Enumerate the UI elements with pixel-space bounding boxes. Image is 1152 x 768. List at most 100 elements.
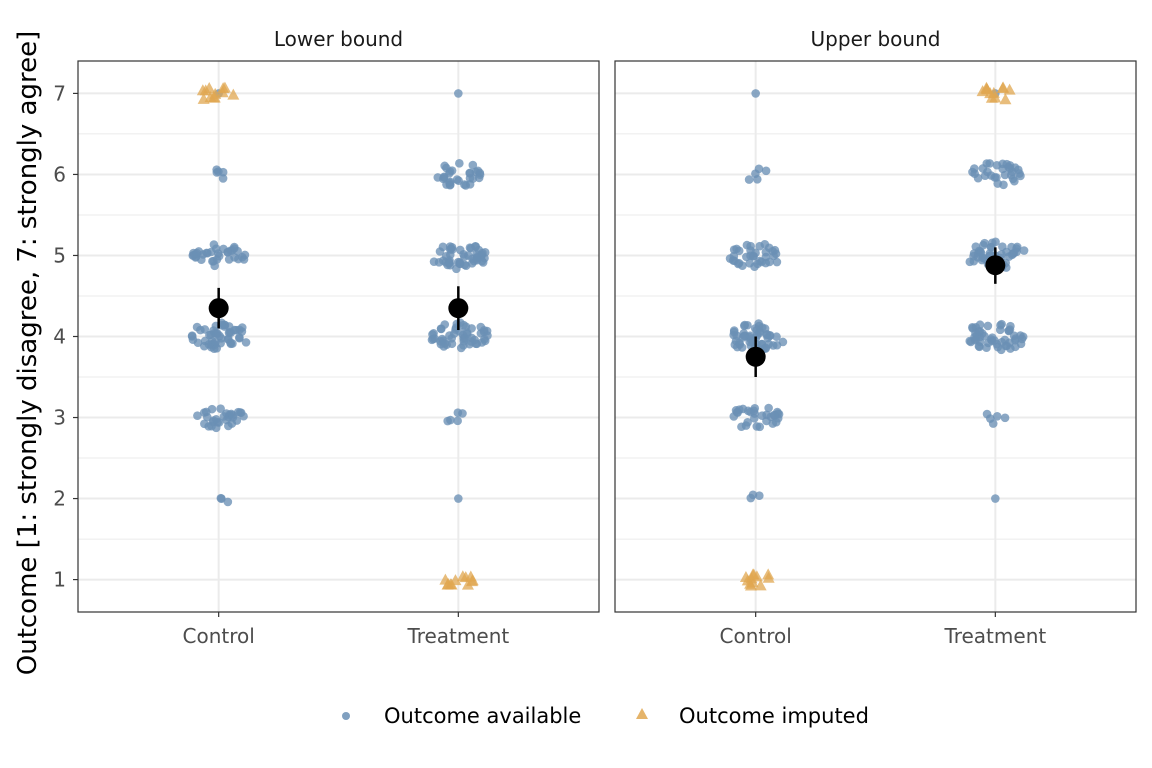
point-imputed	[744, 579, 757, 591]
point-available	[1000, 413, 1010, 423]
point-available	[738, 333, 748, 342]
point-available	[1015, 169, 1024, 178]
group-control	[725, 89, 788, 591]
point-available	[454, 494, 463, 503]
point-available	[755, 491, 764, 501]
point-available	[217, 494, 226, 503]
y-axis-title: Outcome [1: strongly disagree, 7: strong…	[13, 31, 43, 676]
point-available	[738, 261, 747, 270]
point-available	[222, 415, 231, 425]
point-available	[740, 321, 749, 331]
point-available	[982, 159, 992, 168]
point-available	[993, 342, 1003, 352]
point-available	[764, 243, 774, 253]
point-available	[968, 167, 977, 177]
point-available	[755, 422, 765, 432]
point-available	[965, 257, 975, 267]
point-available	[188, 335, 198, 344]
point-available	[734, 246, 744, 256]
point-available	[1011, 334, 1020, 343]
point-imputed	[196, 84, 209, 96]
point-imputed	[754, 579, 767, 591]
point-available	[211, 337, 220, 347]
point-available	[453, 416, 462, 426]
point-available	[755, 256, 764, 266]
point-imputed	[227, 88, 240, 100]
point-available	[982, 343, 991, 352]
mean-point	[208, 298, 229, 319]
point-available	[729, 327, 739, 337]
point-available	[218, 174, 228, 183]
point-available	[468, 160, 478, 170]
x-tick-label: Treatment	[943, 624, 1046, 648]
legend-label-outcome-imputed: Outcome imputed	[679, 704, 869, 728]
point-available	[466, 337, 476, 346]
point-available	[452, 175, 462, 184]
point-available	[772, 332, 781, 342]
point-imputed	[464, 570, 477, 582]
point-available	[455, 259, 464, 269]
point-imputed	[1003, 83, 1016, 95]
point-available	[199, 341, 209, 351]
point-available	[1000, 170, 1010, 180]
point-available	[203, 248, 212, 258]
point-available	[447, 243, 457, 252]
point-available	[436, 324, 446, 333]
point-available	[223, 247, 233, 257]
point-available	[971, 242, 981, 251]
point-available	[224, 334, 233, 344]
point-available	[458, 409, 467, 418]
point-available	[440, 161, 449, 171]
group-treatment	[965, 81, 1029, 503]
point-available	[214, 251, 224, 261]
point-available	[241, 338, 251, 347]
point-imputed	[997, 81, 1010, 93]
panel-border	[614, 60, 1137, 613]
point-available	[196, 325, 205, 335]
point-available	[991, 494, 1000, 503]
group-control	[187, 81, 251, 507]
point-available	[763, 333, 773, 343]
point-available	[983, 321, 993, 331]
point-available	[216, 404, 225, 413]
point-available	[770, 411, 780, 420]
legend-label-outcome-available: Outcome available	[384, 704, 581, 728]
point-available	[749, 413, 759, 423]
point-available	[472, 253, 482, 263]
point-imputed	[747, 568, 760, 580]
point-available	[751, 169, 760, 178]
point-available	[729, 251, 739, 261]
point-available	[970, 332, 979, 342]
point-available	[218, 167, 228, 177]
point-available	[730, 340, 740, 350]
point-available	[228, 410, 237, 420]
mean-point	[745, 346, 766, 367]
point-available	[761, 166, 771, 176]
point-available	[760, 324, 770, 333]
point-available	[1019, 246, 1029, 255]
point-available	[983, 167, 992, 177]
point-imputed	[976, 85, 989, 97]
point-available	[745, 259, 754, 268]
point-available	[439, 342, 449, 351]
point-available	[468, 174, 478, 183]
point-available	[439, 172, 449, 182]
point-available	[1012, 242, 1022, 252]
point-available	[732, 407, 742, 417]
point-available	[223, 497, 233, 507]
y-tick-label: 2	[53, 487, 66, 511]
point-available	[445, 180, 455, 189]
y-tick-label: 7	[53, 81, 66, 105]
point-available	[737, 343, 747, 352]
point-available	[455, 159, 464, 168]
point-imputed	[762, 571, 775, 583]
point-imputed	[999, 93, 1012, 105]
point-available	[1017, 334, 1027, 344]
y-tick-label: 4	[53, 325, 66, 349]
point-available	[429, 329, 438, 338]
point-available	[1008, 174, 1018, 184]
point-available	[737, 422, 746, 432]
point-available	[973, 253, 983, 262]
point-available	[1002, 341, 1012, 351]
